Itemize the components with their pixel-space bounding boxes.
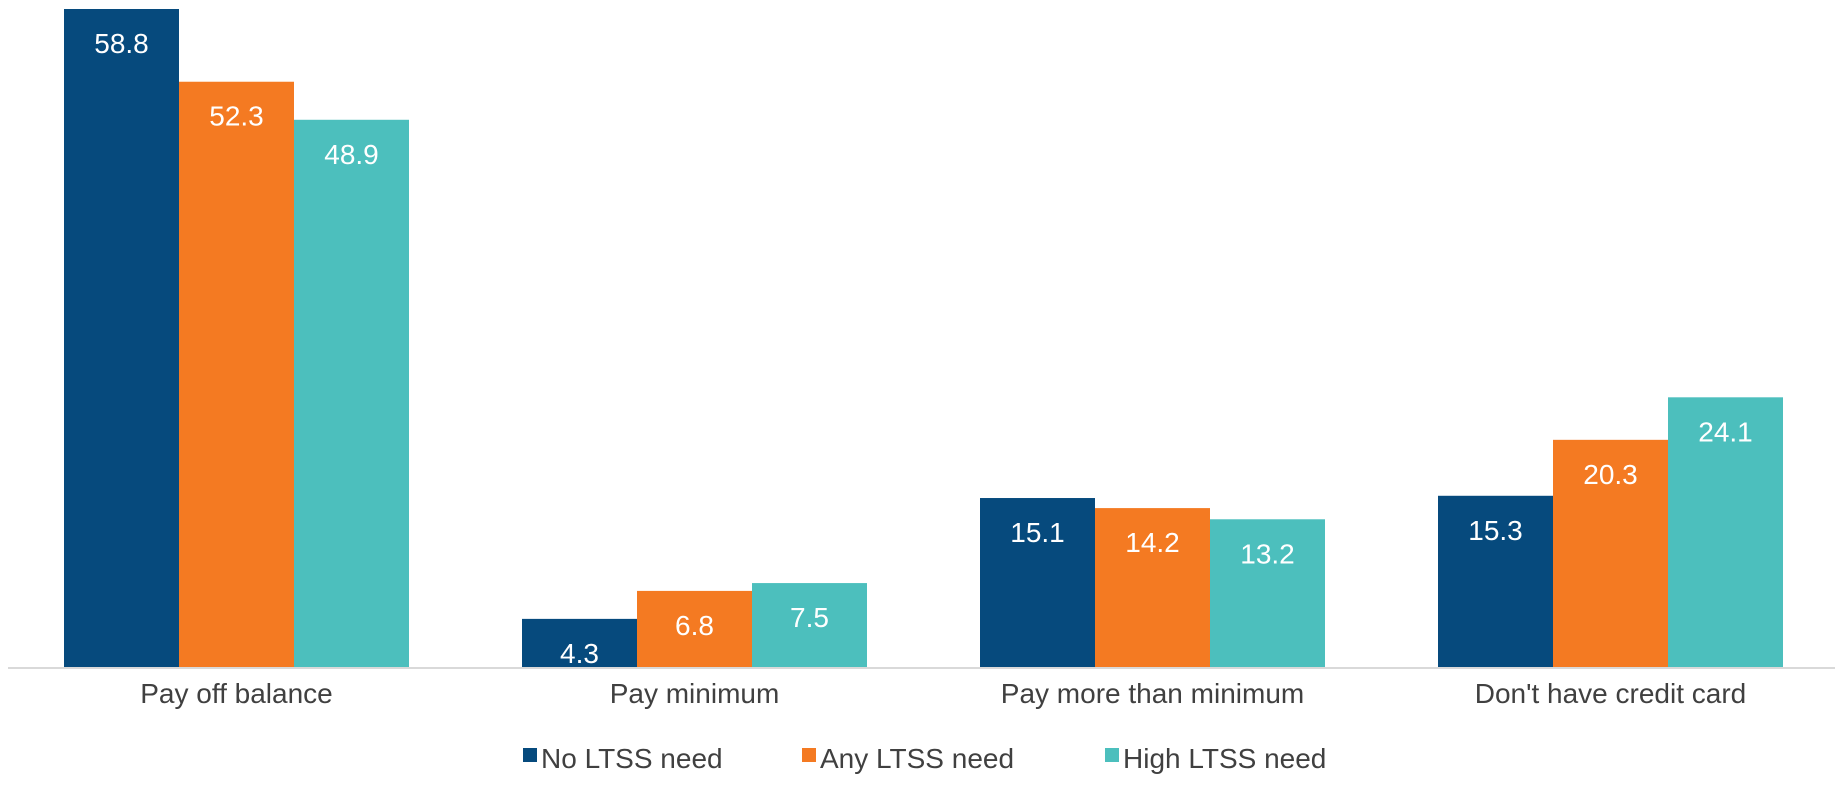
bar-1-1 <box>637 590 752 667</box>
data-label-1-1: 6.8 <box>675 610 714 641</box>
data-label-2-0: 15.1 <box>1010 517 1065 548</box>
bar-0-1 <box>179 81 294 667</box>
bar-1-2 <box>752 583 867 667</box>
bars-layer <box>64 9 1783 668</box>
category-label-3: Don't have credit card <box>1475 678 1746 709</box>
legend-swatch-2 <box>1105 748 1119 762</box>
legend-label-2: High LTSS need <box>1123 743 1326 774</box>
category-label-0: Pay off balance <box>140 678 333 709</box>
data-label-1-0: 4.3 <box>560 638 599 669</box>
data-label-3-2: 24.1 <box>1698 416 1753 447</box>
bar-1-0 <box>522 618 637 667</box>
data-label-3-1: 20.3 <box>1583 459 1638 490</box>
category-labels-layer: Pay off balance Pay minimum Pay more than … <box>140 678 1746 709</box>
data-label-3-0: 15.3 <box>1468 515 1523 546</box>
data-label-1-2: 7.5 <box>790 602 829 633</box>
bar-3-1 <box>1553 439 1668 667</box>
legend-swatch-1 <box>802 748 816 762</box>
bar-3-0 <box>1438 495 1553 667</box>
legend-label-0: No LTSS need <box>541 743 723 774</box>
data-label-2-1: 14.2 <box>1125 527 1180 558</box>
category-label-2: Pay more than minimum <box>1001 678 1304 709</box>
bar-0-2 <box>294 119 409 668</box>
data-label-0-1: 52.3 <box>209 101 264 132</box>
legend-label-1: Any LTSS need <box>820 743 1014 774</box>
data-label-0-0: 58.8 <box>94 28 149 59</box>
bar-2-2 <box>1210 519 1325 667</box>
bar-0-0 <box>64 9 179 667</box>
data-label-0-2: 48.9 <box>324 139 379 170</box>
data-label-2-2: 13.2 <box>1240 538 1295 569</box>
bar-2-1 <box>1095 508 1210 667</box>
legend: No LTSS need Any LTSS need High LTSS need <box>523 743 1326 774</box>
category-label-1: Pay minimum <box>610 678 780 709</box>
bar-3-2 <box>1668 397 1783 667</box>
bar-2-0 <box>980 498 1095 667</box>
legend-swatch-0 <box>523 748 537 762</box>
data-labels-layer: 58.8 52.3 48.9 4.3 6.8 7.5 15.1 14.2 13.2 15.3 20.… <box>94 28 1753 669</box>
